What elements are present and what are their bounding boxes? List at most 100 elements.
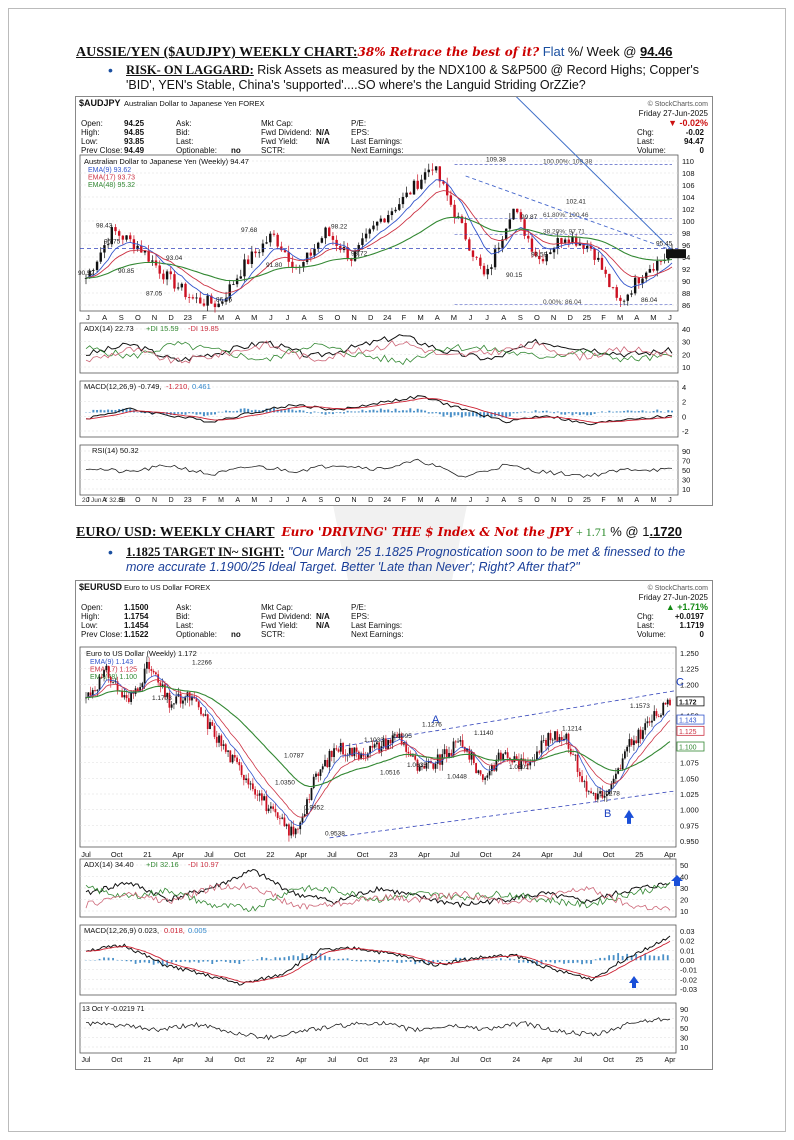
fib-label: 0.00%: 86.04 — [543, 299, 582, 306]
y-tick-label: 90 — [682, 447, 690, 456]
candle-body — [394, 209, 397, 212]
candle-body — [232, 284, 235, 286]
macd-histogram-bar — [662, 954, 665, 961]
candle-body — [165, 271, 169, 280]
macd-histogram-bar — [342, 412, 345, 414]
candle-body — [195, 698, 198, 702]
candle-body — [305, 252, 309, 262]
x-axis-label: Apr — [419, 1057, 431, 1064]
candle-body — [242, 775, 245, 781]
macd-histogram-bar — [519, 411, 522, 413]
candle-body — [136, 245, 139, 250]
price-label: 1.1095 — [392, 733, 412, 740]
macd-histogram-bar — [523, 411, 526, 413]
macd-histogram-bar — [147, 412, 150, 413]
candle-body — [184, 696, 187, 701]
x-axis-label: N — [352, 497, 357, 504]
macd-histogram-bar — [644, 954, 647, 961]
candle-body — [346, 247, 349, 259]
quote-value: N/A — [316, 612, 330, 621]
candle-body — [608, 789, 611, 794]
candle-body — [541, 259, 545, 262]
candle-body — [357, 245, 360, 252]
candle-body — [87, 692, 90, 698]
macd-histogram-bar — [477, 959, 480, 961]
x-axis-label: Oct — [603, 850, 616, 859]
macd-histogram-bar — [563, 960, 565, 964]
macd-histogram-bar — [151, 412, 154, 415]
candle-body — [434, 166, 438, 171]
x-axis-label: Jul — [327, 850, 337, 859]
section1-title-main: AUSSIE/YEN ($AUDJPY) WEEKLY CHART: — [76, 45, 358, 60]
candle-body — [179, 693, 182, 704]
y-tick-label: 0.975 — [680, 821, 699, 830]
price-label: 98.43 — [96, 222, 113, 229]
price-tag-label: 1.125 — [679, 729, 697, 736]
macd-histogram-bar — [416, 408, 419, 413]
y-tick-label: 108 — [682, 169, 695, 178]
macd-histogram-bar — [292, 955, 295, 961]
x-axis-label: A — [302, 313, 307, 322]
candle-body — [217, 303, 220, 308]
candle-body — [130, 692, 132, 702]
candle-body — [218, 735, 220, 743]
candle-body — [364, 756, 367, 758]
y-tick-label: 106 — [682, 181, 695, 190]
candle-body — [581, 776, 583, 782]
candle-body — [509, 757, 511, 760]
candle-body — [501, 239, 504, 248]
candle-body — [538, 751, 541, 753]
candle-body — [265, 242, 268, 244]
macd-histogram-bar — [534, 410, 537, 413]
macd-histogram-bar — [475, 412, 478, 417]
macd-histogram-bar — [413, 410, 416, 413]
candle-body — [251, 783, 254, 790]
macd-histogram-bar — [319, 953, 322, 961]
price-label: 1.0350 — [275, 780, 295, 787]
candle-body — [418, 766, 421, 771]
candle-body — [269, 806, 272, 809]
macd-histogram-bar — [136, 411, 139, 413]
macd-histogram-bar — [283, 957, 286, 961]
x-axis-label: M — [218, 497, 224, 504]
x-axis-label: Jul — [573, 1057, 582, 1064]
macd-histogram-bar — [99, 409, 102, 413]
x-axis-label: J — [469, 497, 473, 504]
candle-body — [387, 215, 390, 223]
candle-body — [594, 793, 597, 800]
price-label: 0.9538 — [325, 831, 345, 838]
macd-histogram-bar — [213, 412, 216, 415]
candle-body — [143, 668, 146, 684]
candle-body — [529, 761, 532, 766]
macd-histogram-bar — [522, 960, 525, 963]
macd-histogram-bar — [450, 960, 453, 961]
macd-histogram-bar — [199, 412, 202, 415]
x-axis-label: O — [135, 497, 141, 504]
page-frame — [8, 8, 786, 1132]
macd-histogram-bar — [166, 960, 169, 966]
adx-label: ADX(14) 22.73 — [84, 324, 134, 333]
candle-body — [656, 260, 659, 271]
macd-histogram-bar — [545, 960, 547, 962]
ema9-line — [85, 179, 673, 301]
macd-histogram-bar — [280, 409, 283, 413]
x-axis-label: Apr — [296, 1057, 308, 1064]
quote-label: Optionable: — [176, 630, 217, 639]
y-tick-label: 30 — [680, 884, 688, 893]
section2-title-red: Euro 'DRIVING' THE $ Index & Not the JPY — [281, 525, 573, 539]
x-axis-label: 24 — [383, 313, 391, 322]
candle-body — [129, 235, 132, 240]
candle-body — [621, 758, 624, 770]
x-axis-label: A — [302, 497, 307, 504]
x-axis-label: Jul — [450, 1057, 459, 1064]
candle-body — [371, 746, 374, 748]
macd-histogram-bar — [391, 960, 394, 962]
x-axis-label: M — [451, 313, 457, 322]
macd-histogram-bar — [594, 959, 597, 961]
price-label: 1.1140 — [474, 730, 494, 737]
candle-body — [622, 300, 626, 302]
trend-line — [465, 175, 675, 252]
price-label: 90.52 — [78, 270, 95, 277]
y-tick-label: 50 — [680, 861, 688, 870]
candle-body — [431, 169, 434, 171]
